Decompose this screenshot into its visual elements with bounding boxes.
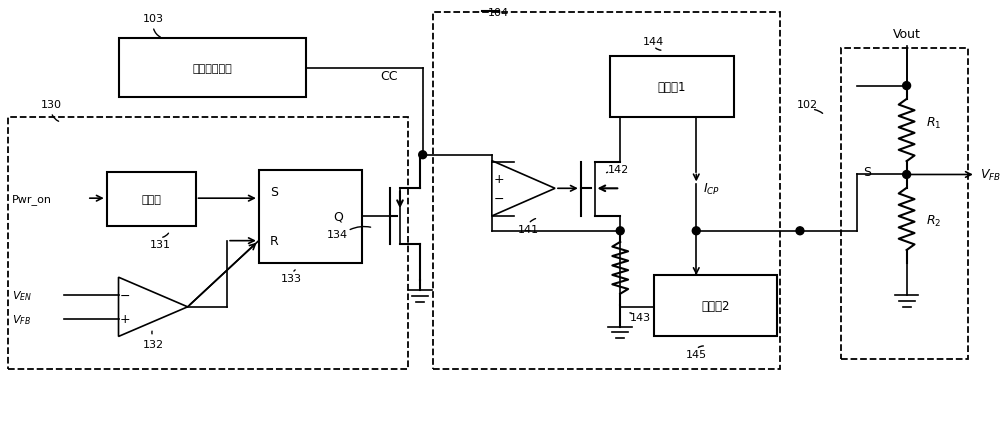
Text: S: S — [863, 166, 871, 178]
Circle shape — [903, 83, 911, 90]
Bar — [107, 172, 196, 226]
Text: $V_{FB}$: $V_{FB}$ — [12, 312, 31, 326]
Text: CC: CC — [380, 70, 398, 83]
Text: +: + — [120, 312, 131, 325]
Text: $R_2$: $R_2$ — [926, 214, 942, 229]
Text: 102: 102 — [797, 100, 818, 110]
Text: 131: 131 — [149, 239, 170, 249]
Text: +: + — [493, 173, 504, 185]
Bar — [119, 39, 306, 98]
Text: 电流镜2: 电流镜2 — [701, 299, 730, 313]
Circle shape — [903, 171, 911, 179]
Text: S: S — [271, 185, 279, 198]
Text: 132: 132 — [143, 340, 164, 350]
Bar — [8, 118, 408, 369]
Text: 104: 104 — [488, 8, 509, 17]
Text: Pwr_on: Pwr_on — [12, 193, 52, 204]
Text: 103: 103 — [143, 14, 164, 24]
Text: Vout: Vout — [893, 28, 921, 40]
Circle shape — [692, 227, 700, 235]
Text: 电流镜1: 电流镜1 — [658, 81, 686, 94]
Text: Q: Q — [333, 210, 343, 223]
Circle shape — [616, 227, 624, 235]
Text: 141: 141 — [518, 225, 539, 234]
Text: 145: 145 — [686, 349, 707, 360]
Text: 130: 130 — [41, 100, 62, 110]
Bar — [841, 49, 968, 359]
Bar — [654, 276, 777, 337]
Text: $I_{CP}$: $I_{CP}$ — [703, 181, 720, 196]
Bar — [433, 12, 780, 369]
Text: 144: 144 — [643, 37, 664, 47]
Text: 134: 134 — [327, 229, 348, 239]
Text: 单触发: 单触发 — [141, 194, 161, 204]
Text: $R_1$: $R_1$ — [926, 115, 942, 130]
Text: $V_{EN}$: $V_{EN}$ — [12, 288, 32, 302]
Text: R: R — [270, 235, 279, 248]
Text: −: − — [120, 289, 131, 302]
Text: 143: 143 — [630, 312, 651, 322]
Text: 线损检测电路: 线损检测电路 — [192, 63, 232, 74]
Text: $V_{FB}$: $V_{FB}$ — [980, 167, 1000, 183]
Bar — [610, 57, 734, 118]
Text: 133: 133 — [281, 273, 302, 284]
Text: −: − — [493, 192, 504, 205]
Text: 142: 142 — [607, 165, 629, 175]
Circle shape — [419, 151, 427, 159]
Circle shape — [796, 227, 804, 235]
Bar — [259, 170, 362, 264]
